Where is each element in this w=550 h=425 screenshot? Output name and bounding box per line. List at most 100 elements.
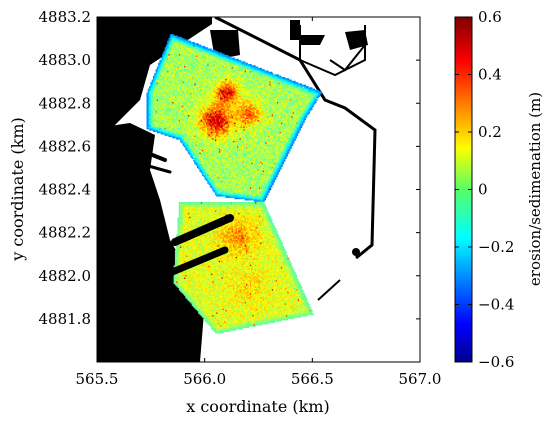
- heat-cell: [150, 123, 153, 126]
- heat-cell: [167, 61, 170, 64]
- heat-cell: [198, 123, 201, 126]
- heat-cell: [177, 98, 180, 101]
- heat-cell: [180, 69, 183, 72]
- heat-cell: [186, 73, 189, 75]
- heat-cell: [172, 133, 175, 136]
- heat-cell: [176, 65, 179, 68]
- heat-cell: [190, 110, 193, 113]
- heat-cell: [186, 122, 189, 125]
- heat-cell: [167, 48, 170, 51]
- heat-cell: [200, 144, 203, 147]
- heat-cell: [193, 82, 195, 85]
- heat-cell: [203, 132, 206, 135]
- heat-cell: [203, 157, 206, 160]
- heat-cell: [178, 105, 181, 108]
- heat-cell: [183, 104, 186, 107]
- heat-cell: [185, 120, 188, 123]
- heat-cell: [174, 49, 177, 52]
- heat-cell: [193, 66, 195, 69]
- heat-cell: [178, 65, 181, 68]
- heat-cell: [169, 118, 172, 121]
- heat-cell: [195, 48, 198, 51]
- heat-cell: [190, 120, 193, 123]
- heat-cell: [195, 115, 198, 118]
- heat-cell: [172, 40, 175, 43]
- heat-cell: [204, 146, 207, 149]
- heat-cell: [158, 93, 161, 96]
- heat-cell: [150, 91, 153, 94]
- heat-cell: [204, 86, 207, 88]
- heat-cell: [204, 131, 207, 134]
- heat-cell: [149, 95, 152, 97]
- heat-cell: [204, 155, 207, 158]
- heat-cell: [174, 131, 177, 134]
- heat-cell: [202, 173, 204, 176]
- heat-cell: [191, 123, 194, 126]
- heat-cell: [178, 100, 181, 103]
- heat-cell: [194, 58, 197, 61]
- heat-cell: [200, 136, 203, 139]
- heat-cell: [203, 149, 206, 152]
- heat-cell: [195, 132, 198, 135]
- heat-cell: [183, 113, 186, 116]
- heat-cell: [159, 118, 162, 121]
- heat-cell: [185, 52, 188, 55]
- heat-cell: [196, 78, 199, 81]
- heat-cell: [186, 142, 189, 145]
- heat-cell: [191, 84, 194, 87]
- heat-cell: [195, 70, 198, 73]
- heat-cell: [158, 110, 161, 113]
- heat-cell: [162, 101, 164, 104]
- heat-cell: [168, 62, 171, 65]
- heat-cell: [194, 95, 197, 97]
- heat-cell: [185, 102, 188, 105]
- heat-cell: [180, 60, 183, 63]
- heat-cell: [176, 89, 179, 92]
- heat-cell: [204, 124, 207, 127]
- heat-cell: [172, 126, 175, 128]
- heat-cell: [194, 57, 197, 60]
- heat-cell: [159, 97, 162, 100]
- heat-cell: [171, 115, 173, 118]
- heat-cell: [183, 139, 186, 141]
- heat-cell: [168, 95, 171, 97]
- heat-cell: [203, 119, 206, 122]
- heat-cell: [199, 139, 202, 141]
- heat-cell: [165, 132, 168, 135]
- heat-cell: [195, 142, 198, 145]
- heat-cell: [191, 137, 194, 140]
- heat-cell: [203, 145, 206, 148]
- heat-cell: [169, 34, 172, 37]
- heat-cell: [154, 124, 157, 127]
- heat-cell: [187, 122, 190, 125]
- heat-cell: [187, 131, 190, 134]
- heat-cell: [155, 124, 158, 127]
- heat-cell: [176, 58, 179, 61]
- heat-cell: [195, 89, 198, 92]
- heat-cell: [172, 67, 175, 70]
- heat-cell: [191, 133, 194, 136]
- heat-cell: [191, 64, 194, 66]
- heat-cell: [151, 101, 154, 104]
- heat-cell: [200, 69, 203, 72]
- heat-cell: [202, 53, 204, 56]
- heat-cell: [185, 115, 188, 118]
- heat-cell: [177, 40, 180, 43]
- heat-cell: [198, 159, 201, 162]
- heat-cell: [180, 71, 183, 74]
- heat-cell: [204, 82, 207, 85]
- heat-cell: [180, 49, 183, 52]
- heat-cell: [168, 42, 171, 44]
- heat-cell: [181, 120, 184, 123]
- heat-cell: [181, 101, 184, 104]
- heat-cell: [156, 66, 159, 69]
- heat-cell: [198, 113, 201, 116]
- heat-cell: [195, 113, 198, 116]
- heat-cell: [152, 124, 155, 127]
- heat-cell: [156, 117, 159, 119]
- heat-cell: [162, 76, 164, 79]
- heat-cell: [174, 102, 177, 105]
- heat-cell: [195, 158, 198, 161]
- heat-cell: [182, 39, 185, 42]
- heat-cell: [204, 120, 207, 123]
